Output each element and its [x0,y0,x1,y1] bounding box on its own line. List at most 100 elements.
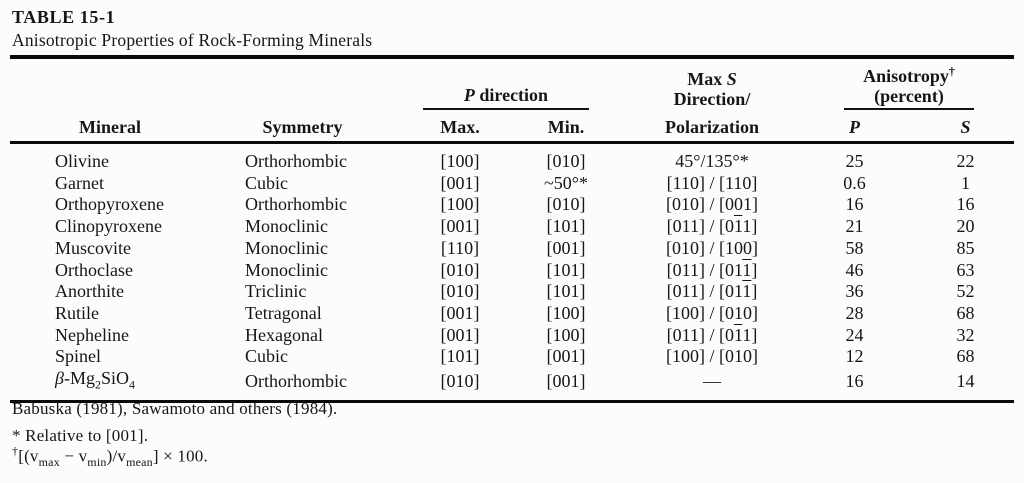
cell-max-s: [010] / [001] [666,194,758,215]
cell-symmetry: Hexagonal [245,324,323,345]
col-header-p-min: Min. [547,117,585,137]
cell-p-min: [010] [546,194,586,215]
table-row: Garnet Cubic [001] ~50°* [110] / [110] 0… [10,173,1014,195]
cell-p-max: [100] [440,194,480,215]
table-body: Olivine Orthorhombic [100] [010] 45°/135… [10,143,1014,402]
cell-mineral: Rutile [55,302,99,323]
cell-p-min: [101] [546,259,586,280]
cell-mineral: Garnet [55,172,104,193]
table-header: P direction Max S Direction/ Anisotropy†… [10,60,1014,143]
col-header-polarization: Polarization [665,117,759,137]
cell-anisotropy-p: 16 [845,194,864,215]
cell-p-max: [010] [440,259,480,280]
cell-anisotropy-p: 46 [845,259,864,280]
cell-max-s: [110] / [110] [666,172,758,193]
cell-mineral: Spinel [55,346,102,367]
star-footnote: * Relative to [001]. [12,426,149,445]
max-s-group: Max S Direction/ [632,60,792,110]
col-header-mineral: Mineral [79,117,141,137]
cell-symmetry: Orthorhombic [245,194,347,215]
cell-symmetry: Triclinic [245,281,307,302]
dagger-mark: † [948,64,955,78]
cell-max-s: [011] / [011] [666,216,758,237]
beta-symbol: β [55,368,64,389]
cell-p-max: [001] [440,302,480,323]
cell-mineral: Orthopyroxene [55,194,164,215]
cell-anisotropy-s: 68 [956,302,975,323]
cell-anisotropy-p: 12 [845,346,864,367]
anisotropy-group-label: Anisotropy† (percent) [844,61,974,110]
cell-p-min: [100] [546,324,586,345]
minerals-table: P direction Max S Direction/ Anisotropy†… [10,60,1014,404]
cell-p-min: [001] [546,237,586,258]
table-row: β-Mg2SiO4 Orthorhombic [010] [001] — 16 … [10,368,1014,402]
anisotropy-group: Anisotropy† (percent) [792,60,1014,110]
source-note: Babuska (1981), Sawamoto and others (198… [12,399,338,418]
table-row: Rutile Tetragonal [001] [100] [100] / [0… [10,303,1014,325]
cell-anisotropy-s: 14 [956,371,975,392]
cell-anisotropy-p: 25 [845,151,864,171]
cell-anisotropy-s: 52 [956,281,975,302]
cell-p-max: [100] [440,151,480,171]
table-row: Orthopyroxene Orthorhombic [100] [010] [… [10,194,1014,216]
cell-anisotropy-p: 28 [845,302,864,323]
cell-symmetry: Monoclinic [245,216,328,237]
cell-p-max: [010] [440,371,480,392]
p-direction-group: P direction [420,60,632,110]
table-row: Clinopyroxene Monoclinic [001] [101] [01… [10,216,1014,238]
cell-p-min: [101] [546,216,586,237]
cell-mineral: Nepheline [55,324,129,345]
cell-anisotropy-p: 16 [845,371,864,392]
col-header-symmetry: Symmetry [262,117,343,137]
cell-anisotropy-s: 32 [956,324,975,345]
cell-p-max: [110] [440,237,480,258]
cell-mineral: Anorthite [55,281,124,302]
cell-max-s: [011] / [011] [666,281,758,302]
table-row: Olivine Orthorhombic [100] [010] 45°/135… [10,143,1014,173]
cell-p-min: [001] [546,346,586,367]
header-spacer [230,60,420,110]
cell-mineral: Olivine [55,151,109,171]
table-row: Anorthite Triclinic [010] [101] [011] / … [10,281,1014,303]
cell-max-s: [010] / [100] [666,237,758,258]
cell-p-min: [100] [546,302,586,323]
cell-max-s: [011] / [011] [666,259,758,280]
cell-anisotropy-p: 21 [845,216,864,237]
cell-max-s: [011] / [011] [666,324,758,345]
max-s-group-label: Max S Direction/ [673,69,751,109]
cell-anisotropy-p: 58 [845,237,864,258]
table-row: Orthoclase Monoclinic [010] [101] [011] … [10,260,1014,282]
dagger-mark: † [12,444,19,458]
cell-symmetry: Monoclinic [245,259,328,280]
cell-symmetry: Cubic [245,172,288,193]
table-row: Nepheline Hexagonal [001] [100] [011] / … [10,325,1014,347]
col-header-anisotropy-s: S [960,117,971,137]
cell-anisotropy-p: 36 [845,281,864,302]
cell-p-min: [001] [546,371,586,392]
cell-anisotropy-p: 24 [845,324,864,345]
cell-p-max: [001] [440,324,480,345]
cell-p-max: [001] [440,172,480,193]
cell-p-max: [001] [440,216,480,237]
table-number: TABLE 15-1 [12,7,116,27]
table-row: Spinel Cubic [101] [001] [100] / [010] 1… [10,346,1014,368]
cell-p-max: [101] [440,346,480,367]
dagger-footnote: †[(vmax − vmin)/vmean] × 100. [12,444,208,470]
cell-symmetry: Orthorhombic [245,371,347,392]
cell-mineral: Muscovite [55,237,131,258]
cell-p-max: [010] [440,281,480,302]
cell-p-min: [010] [546,151,586,171]
cell-anisotropy-s: 22 [956,151,975,171]
cell-max-s: 45°/135°* [675,151,749,171]
cell-anisotropy-s: 68 [956,346,975,367]
col-header-p-max: Max. [440,117,480,137]
cell-max-s: — [703,371,721,392]
cell-anisotropy-s: 16 [956,194,975,215]
cell-symmetry: Tetragonal [245,302,322,323]
cell-mineral: Orthoclase [55,259,133,280]
cell-symmetry: Monoclinic [245,237,328,258]
cell-anisotropy-s: 20 [956,216,975,237]
cell-symmetry: Orthorhombic [245,151,347,171]
cell-symmetry: Cubic [245,346,288,367]
